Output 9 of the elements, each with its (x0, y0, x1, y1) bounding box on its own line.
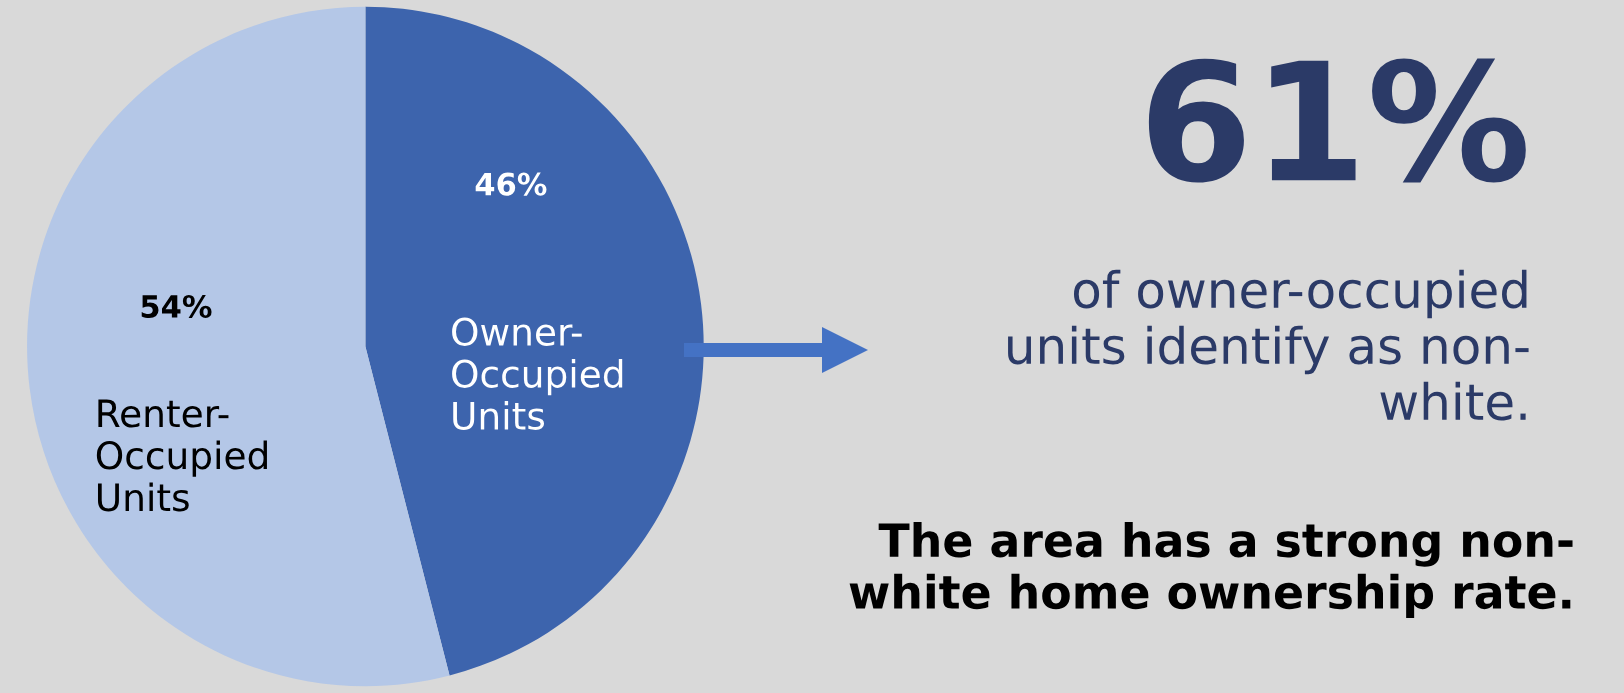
text: The area has a strong non- white home ownership rate. (849, 521, 1573, 619)
slice-label: Renter- Occupied Units (96, 399, 267, 512)
text: of owner-occupied units identify as non- white. (1008, 269, 1529, 421)
data-label: 54% (141, 294, 212, 318)
data-label: 46% (475, 172, 547, 196)
text: 61% (1148, 58, 1526, 183)
pie-slice (365, 6, 704, 676)
slice-label: Owner- Occupied Units (452, 317, 623, 430)
pie-slice (27, 6, 450, 687)
